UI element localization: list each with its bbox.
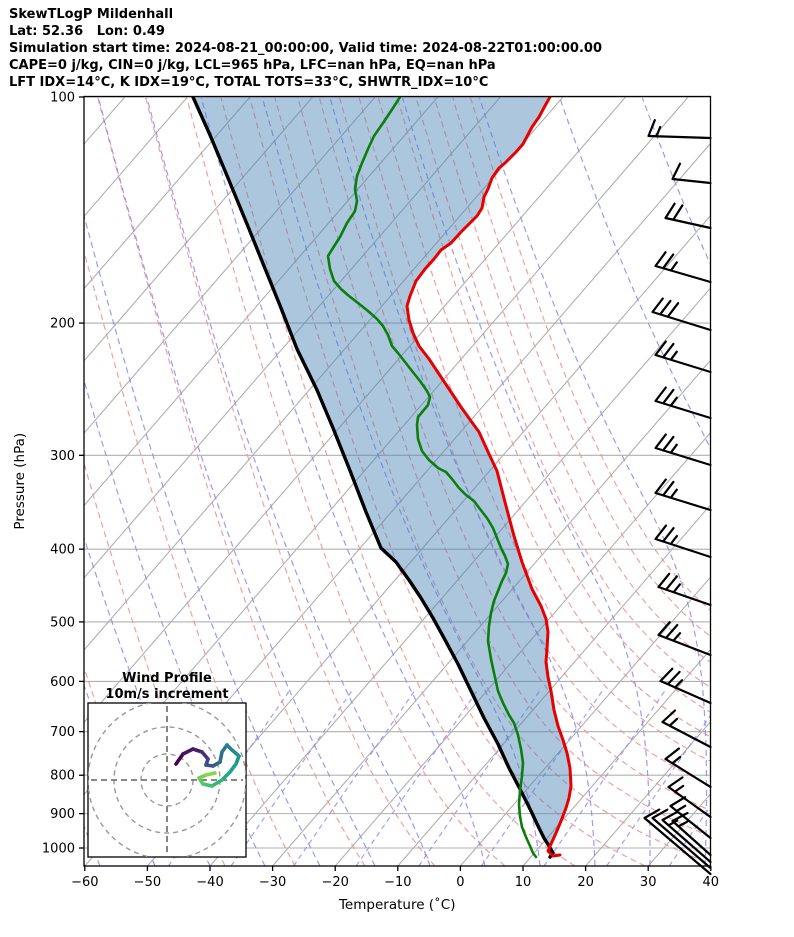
wind-barb: [651, 808, 712, 870]
hodograph-subtitle: 10m/s increment: [105, 687, 228, 702]
chart-header: SkewTLogP Mildenhall Lat: 52.36 Lon: 0.4…: [9, 6, 602, 91]
wind-barb: [654, 386, 712, 420]
temperature-profile-line: [405, 96, 573, 858]
wind-barb: [657, 572, 712, 607]
temperature-tick-label: −60: [71, 875, 98, 890]
isotherm-grid: [84, 96, 711, 866]
temperature-tick-label: −40: [196, 875, 223, 890]
pressure-tick-label: 400: [50, 543, 75, 558]
wind-barb: [661, 810, 712, 864]
wind-barb: [671, 162, 712, 185]
pressure-tick-label: 1000: [42, 842, 75, 857]
moist-adiabats: [84, 97, 711, 866]
temperature-tick-label: 30: [640, 875, 657, 890]
x-axis-title: Temperature (˚C): [338, 896, 456, 913]
pressure-tick-label: 200: [50, 317, 75, 332]
temperature-tick-label: −20: [321, 875, 348, 890]
temperature-tick-label: −10: [384, 875, 411, 890]
temperature-tick-label: 10: [515, 875, 532, 890]
temperature-tick-label: 0: [456, 875, 464, 890]
wind-barb: [654, 478, 712, 512]
y-axis-title: Pressure (hPa): [12, 433, 28, 530]
temperature-tick-label: −50: [134, 875, 161, 890]
plot-area: [84, 96, 711, 866]
pressure-tick-label: 100: [50, 91, 75, 106]
pressure-tick-label: 500: [50, 615, 75, 630]
wind-barb: [664, 202, 712, 230]
wind-barb: [643, 808, 712, 876]
wind-barbs: [643, 119, 712, 876]
temperature-tick-label: 40: [703, 875, 720, 890]
wind-barb: [654, 524, 712, 559]
chart-indices-line: LFT IDX=14°C, K IDX=19°C, TOTAL TOTS=33°…: [9, 75, 489, 90]
wind-barb: [661, 709, 712, 749]
temperature-tick-label: 20: [577, 875, 594, 890]
wind-barb: [671, 811, 712, 857]
pressure-tick-label: 600: [50, 675, 75, 690]
chart-title: SkewTLogP Mildenhall: [9, 7, 174, 22]
wind-barb: [651, 297, 712, 332]
pressure-tick-label: 800: [50, 769, 75, 784]
pressure-tick-label: 700: [50, 725, 75, 740]
pressure-tick-label: 300: [50, 449, 75, 464]
wind-barb: [659, 667, 712, 705]
wind-barb: [654, 433, 712, 467]
wind-barb: [654, 251, 712, 284]
chart-times: Simulation start time: 2024-08-21_00:00:…: [9, 41, 602, 56]
hodograph-title: Wind Profile: [122, 671, 212, 686]
dry-adiabats: [84, 97, 711, 866]
wind-barb: [654, 340, 712, 374]
wind-barb: [664, 747, 712, 789]
wind-barb: [657, 621, 712, 657]
wind-barb: [647, 119, 712, 140]
hodograph-trace: [174, 743, 241, 788]
parcel-profile-line: [191, 96, 555, 859]
chart-cape-line: CAPE=0 j/kg, CIN=0 j/kg, LCL=965 hPa, LF…: [9, 58, 496, 73]
chart-latlon: Lat: 52.36 Lon: 0.49: [9, 24, 165, 39]
wind-barb: [667, 776, 712, 819]
pressure-tick-label: 900: [50, 807, 75, 822]
dewpoint-profile-line: [326, 96, 538, 859]
sounding-shading: [193, 97, 571, 857]
temperature-tick-label: −30: [259, 875, 286, 890]
